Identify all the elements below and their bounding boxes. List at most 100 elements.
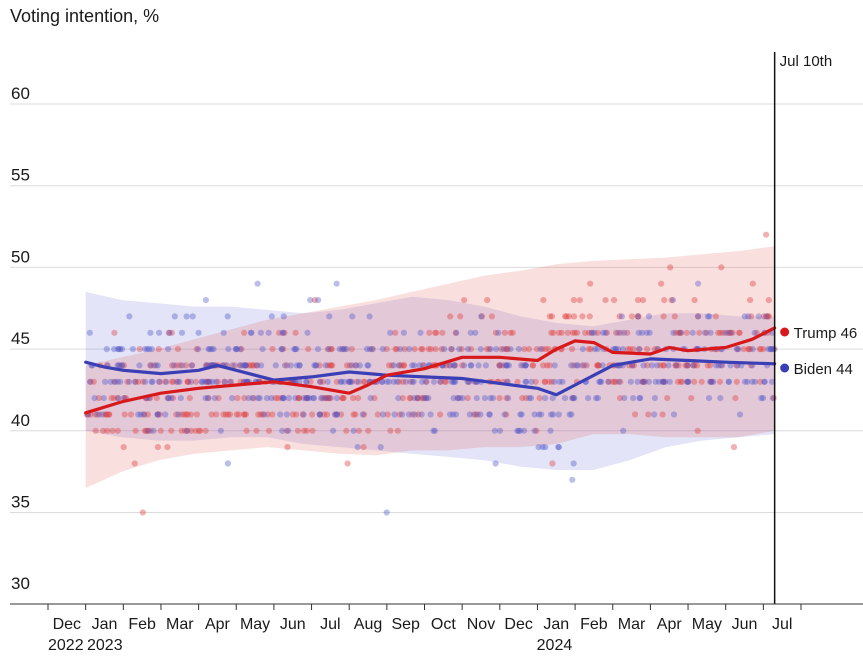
poll-dot [140, 411, 147, 418]
poll-dot [184, 411, 191, 418]
poll-dot [478, 313, 485, 320]
poll-dot [504, 346, 511, 353]
poll-dot [324, 395, 332, 402]
poll-dot [749, 280, 756, 287]
poll-dot [193, 346, 200, 353]
poll-dot [280, 395, 287, 402]
poll-dot [392, 329, 399, 336]
poll-dot [399, 411, 406, 418]
poll-dot [556, 378, 563, 385]
poll-dot [639, 378, 647, 385]
poll-dot [702, 329, 709, 336]
poll-dot [641, 378, 648, 385]
poll-dot [339, 346, 346, 353]
poll-dot [311, 362, 318, 369]
poll-dot [359, 411, 366, 418]
poll-dot [658, 280, 665, 287]
poll-dot [393, 346, 400, 353]
poll-dot [565, 313, 573, 320]
poll-dot [175, 378, 182, 385]
x-tick-label: Apr [657, 616, 683, 633]
poll-dot [127, 411, 134, 418]
poll-dot [208, 346, 215, 353]
poll-dot [546, 313, 554, 320]
x-tick-label: Dec [53, 616, 81, 633]
poll-dot [336, 346, 343, 353]
poll-dot [767, 346, 774, 353]
poll-dot [117, 346, 124, 353]
poll-dot [670, 411, 678, 418]
poll-dot [730, 444, 738, 451]
poll-dot [353, 378, 360, 385]
poll-dot [224, 460, 231, 467]
poll-dot [316, 411, 323, 418]
poll-dot [427, 346, 435, 353]
poll-dot [684, 378, 691, 385]
poll-dot [645, 411, 652, 418]
poll-dot [126, 313, 133, 320]
poll-dot [328, 362, 335, 369]
poll-dot [486, 346, 493, 353]
poll-dot [725, 378, 732, 385]
poll-dot [214, 378, 221, 385]
poll-dot [296, 395, 303, 402]
poll-dot [515, 427, 522, 434]
poll-dot [587, 280, 594, 287]
poll-dot [698, 378, 705, 385]
poll-dot [302, 395, 309, 402]
band-biden [85, 291, 775, 470]
x-tick-label: Aug [354, 616, 382, 633]
poll-dot [139, 378, 147, 385]
poll-dot [719, 362, 726, 369]
poll-dot [636, 346, 643, 353]
poll-dot [533, 346, 541, 353]
poll-dot [660, 378, 667, 385]
poll-dot [177, 395, 184, 402]
poll-dot [120, 362, 128, 369]
legend-dot-trump [780, 327, 790, 337]
poll-dot [154, 444, 161, 451]
poll-dot [569, 395, 576, 402]
poll-dot [147, 427, 154, 434]
poll-dot [733, 346, 741, 353]
poll-dot [255, 411, 262, 418]
poll-dot [581, 362, 588, 369]
poll-dot [757, 346, 764, 353]
poll-dot [205, 378, 212, 385]
poll-dot [691, 362, 698, 369]
poll-dot [387, 329, 394, 336]
poll-dot [183, 313, 190, 320]
poll-dot [168, 378, 175, 385]
poll-dot [640, 362, 647, 369]
poll-dot [531, 427, 538, 434]
poll-dot [482, 362, 489, 369]
poll-dot [706, 378, 714, 385]
poll-dot [165, 329, 172, 336]
poll-dot [406, 346, 413, 353]
poll-dot [477, 411, 484, 418]
poll-dot [257, 329, 264, 336]
poll-dot [144, 427, 151, 434]
poll-dot [736, 411, 744, 418]
poll-dot [106, 411, 113, 418]
poll-dot [337, 378, 344, 385]
poll-dot [574, 362, 581, 369]
poll-dot [498, 346, 505, 353]
poll-dot [499, 362, 506, 369]
poll-dot [425, 346, 432, 353]
poll-dot [182, 427, 189, 434]
poll-dot [419, 378, 426, 385]
poll-dot [154, 411, 161, 418]
poll-dot [555, 444, 562, 451]
chart-title: Voting intention, % [10, 6, 160, 26]
poll-dot [550, 329, 557, 336]
poll-dot [241, 329, 248, 336]
poll-dot [250, 395, 257, 402]
poll-dot [328, 346, 335, 353]
legend-dot-biden [780, 363, 790, 373]
poll-dot [643, 329, 650, 336]
poll-dot [473, 395, 480, 402]
poll-dot [400, 362, 407, 369]
poll-dot [104, 411, 111, 418]
poll-dot [539, 346, 546, 353]
